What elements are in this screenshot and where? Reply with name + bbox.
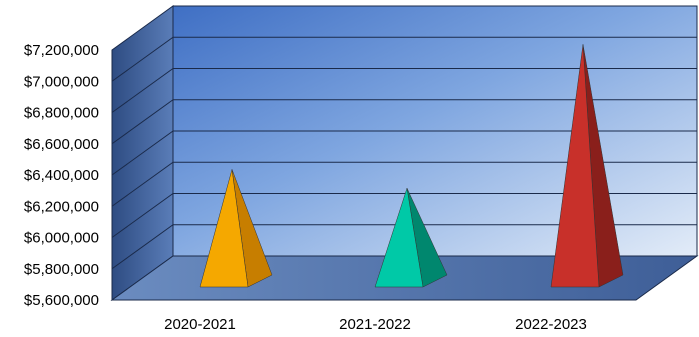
gridline-side: [111, 99, 174, 145]
y-tick-label: $6,200,000: [24, 198, 99, 215]
pyramid-bars: [199, 44, 624, 288]
y-tick-label: $6,600,000: [24, 136, 99, 153]
y-tick-label: $5,800,000: [24, 261, 99, 278]
y-tick-label: $7,200,000: [24, 42, 99, 59]
gridline-side: [111, 130, 174, 176]
pyramid-bar-2022-2023: [550, 44, 600, 288]
gridline-side: [111, 161, 174, 207]
x-tick-label: 2022-2023: [515, 316, 587, 333]
gridline-side: [111, 224, 174, 270]
gridline-side: [111, 36, 174, 82]
y-tick-label: $6,000,000: [24, 230, 99, 247]
x-axis-labels: 2020-2021 2021-2022 2022-2023: [164, 316, 587, 333]
y-tick-label: $6,800,000: [24, 105, 99, 122]
y-tick-label: $7,000,000: [24, 73, 99, 90]
pyramid-bar-2021-2022: [374, 188, 424, 288]
pyramid-bar-2020-2021: [199, 169, 249, 288]
gridline-side: [111, 68, 174, 113]
x-tick-label: 2021-2022: [339, 316, 411, 333]
gridline-side: [111, 193, 174, 238]
y-axis-ticks: $5,600,000 $5,800,000 $6,000,000 $6,200,000…: [24, 42, 99, 309]
gridlines: [111, 36, 697, 270]
y-tick-label: $5,600,000: [24, 292, 99, 309]
x-tick-label: 2020-2021: [164, 316, 236, 333]
y-tick-label: $6,400,000: [24, 167, 99, 184]
